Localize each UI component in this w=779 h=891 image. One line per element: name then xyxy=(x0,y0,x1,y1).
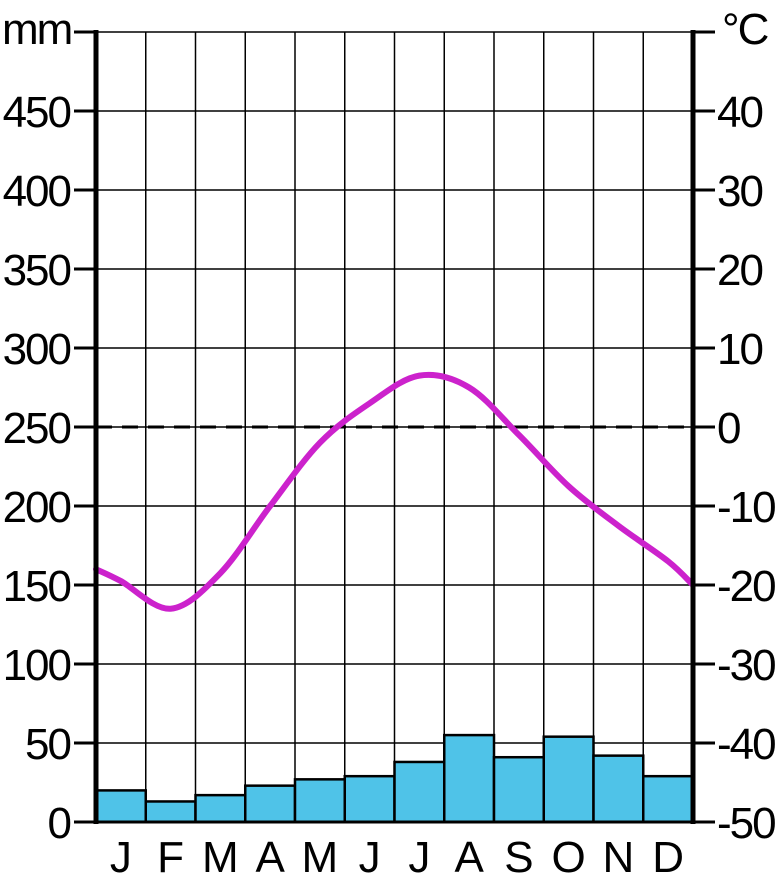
left-tick-label: 250 xyxy=(3,404,71,453)
precip-bar xyxy=(144,800,197,824)
right-tick-label: -40 xyxy=(717,720,775,769)
month-label: A xyxy=(454,833,484,882)
right-tick-label: 40 xyxy=(717,88,762,137)
month-label: M xyxy=(202,833,239,882)
right-tick-label: -50 xyxy=(717,799,775,848)
month-label: A xyxy=(255,833,285,882)
left-tick-label: 400 xyxy=(3,167,71,216)
left-tick-label: 50 xyxy=(25,720,70,769)
right-tick-label: -20 xyxy=(717,562,775,611)
right-axis-ticks: -50 -40 -30 -20 -10 0 10 20 30 40 xyxy=(693,30,777,848)
month-label: O xyxy=(552,833,586,882)
month-label: J xyxy=(110,833,132,882)
right-tick-label: 30 xyxy=(717,167,762,216)
precip-bar xyxy=(642,774,695,824)
left-tick-label: 300 xyxy=(3,325,71,374)
right-tick-label: 0 xyxy=(717,404,740,453)
temperature-line-group xyxy=(93,371,696,612)
precip-bar xyxy=(244,784,297,824)
month-label: N xyxy=(602,833,634,882)
left-tick-label: 150 xyxy=(3,562,71,611)
month-label: J xyxy=(359,833,381,882)
month-label: F xyxy=(157,833,184,882)
right-tick-label: 20 xyxy=(717,246,762,295)
precip-bar xyxy=(592,754,645,824)
precip-bar xyxy=(293,778,346,824)
precip-bar xyxy=(443,733,496,824)
left-tick-label: 450 xyxy=(3,88,71,137)
left-axis-unit: mm xyxy=(2,5,71,54)
precip-bar xyxy=(343,774,396,824)
month-label: M xyxy=(302,833,339,882)
precip-bar xyxy=(542,735,595,824)
month-label: S xyxy=(504,833,533,882)
left-axis-ticks: 0 50 100 150 200 250 300 350 400 450 xyxy=(3,30,96,848)
right-tick-label: -30 xyxy=(717,641,775,690)
precip-bar xyxy=(393,760,446,824)
left-tick-label: 200 xyxy=(3,483,71,532)
left-tick-label: 100 xyxy=(3,641,71,690)
precipitation-bars xyxy=(94,733,695,824)
temperature-line xyxy=(93,371,696,612)
precip-bar xyxy=(94,789,147,824)
left-tick-label: 0 xyxy=(48,799,71,848)
right-axis-unit: °C xyxy=(722,5,769,54)
month-label: D xyxy=(652,833,684,882)
precip-bar xyxy=(194,793,247,824)
precip-bar xyxy=(492,755,545,824)
right-tick-label: 10 xyxy=(717,325,762,374)
left-tick-label: 350 xyxy=(3,246,71,295)
month-label: J xyxy=(408,833,430,882)
right-tick-label: -10 xyxy=(717,483,775,532)
